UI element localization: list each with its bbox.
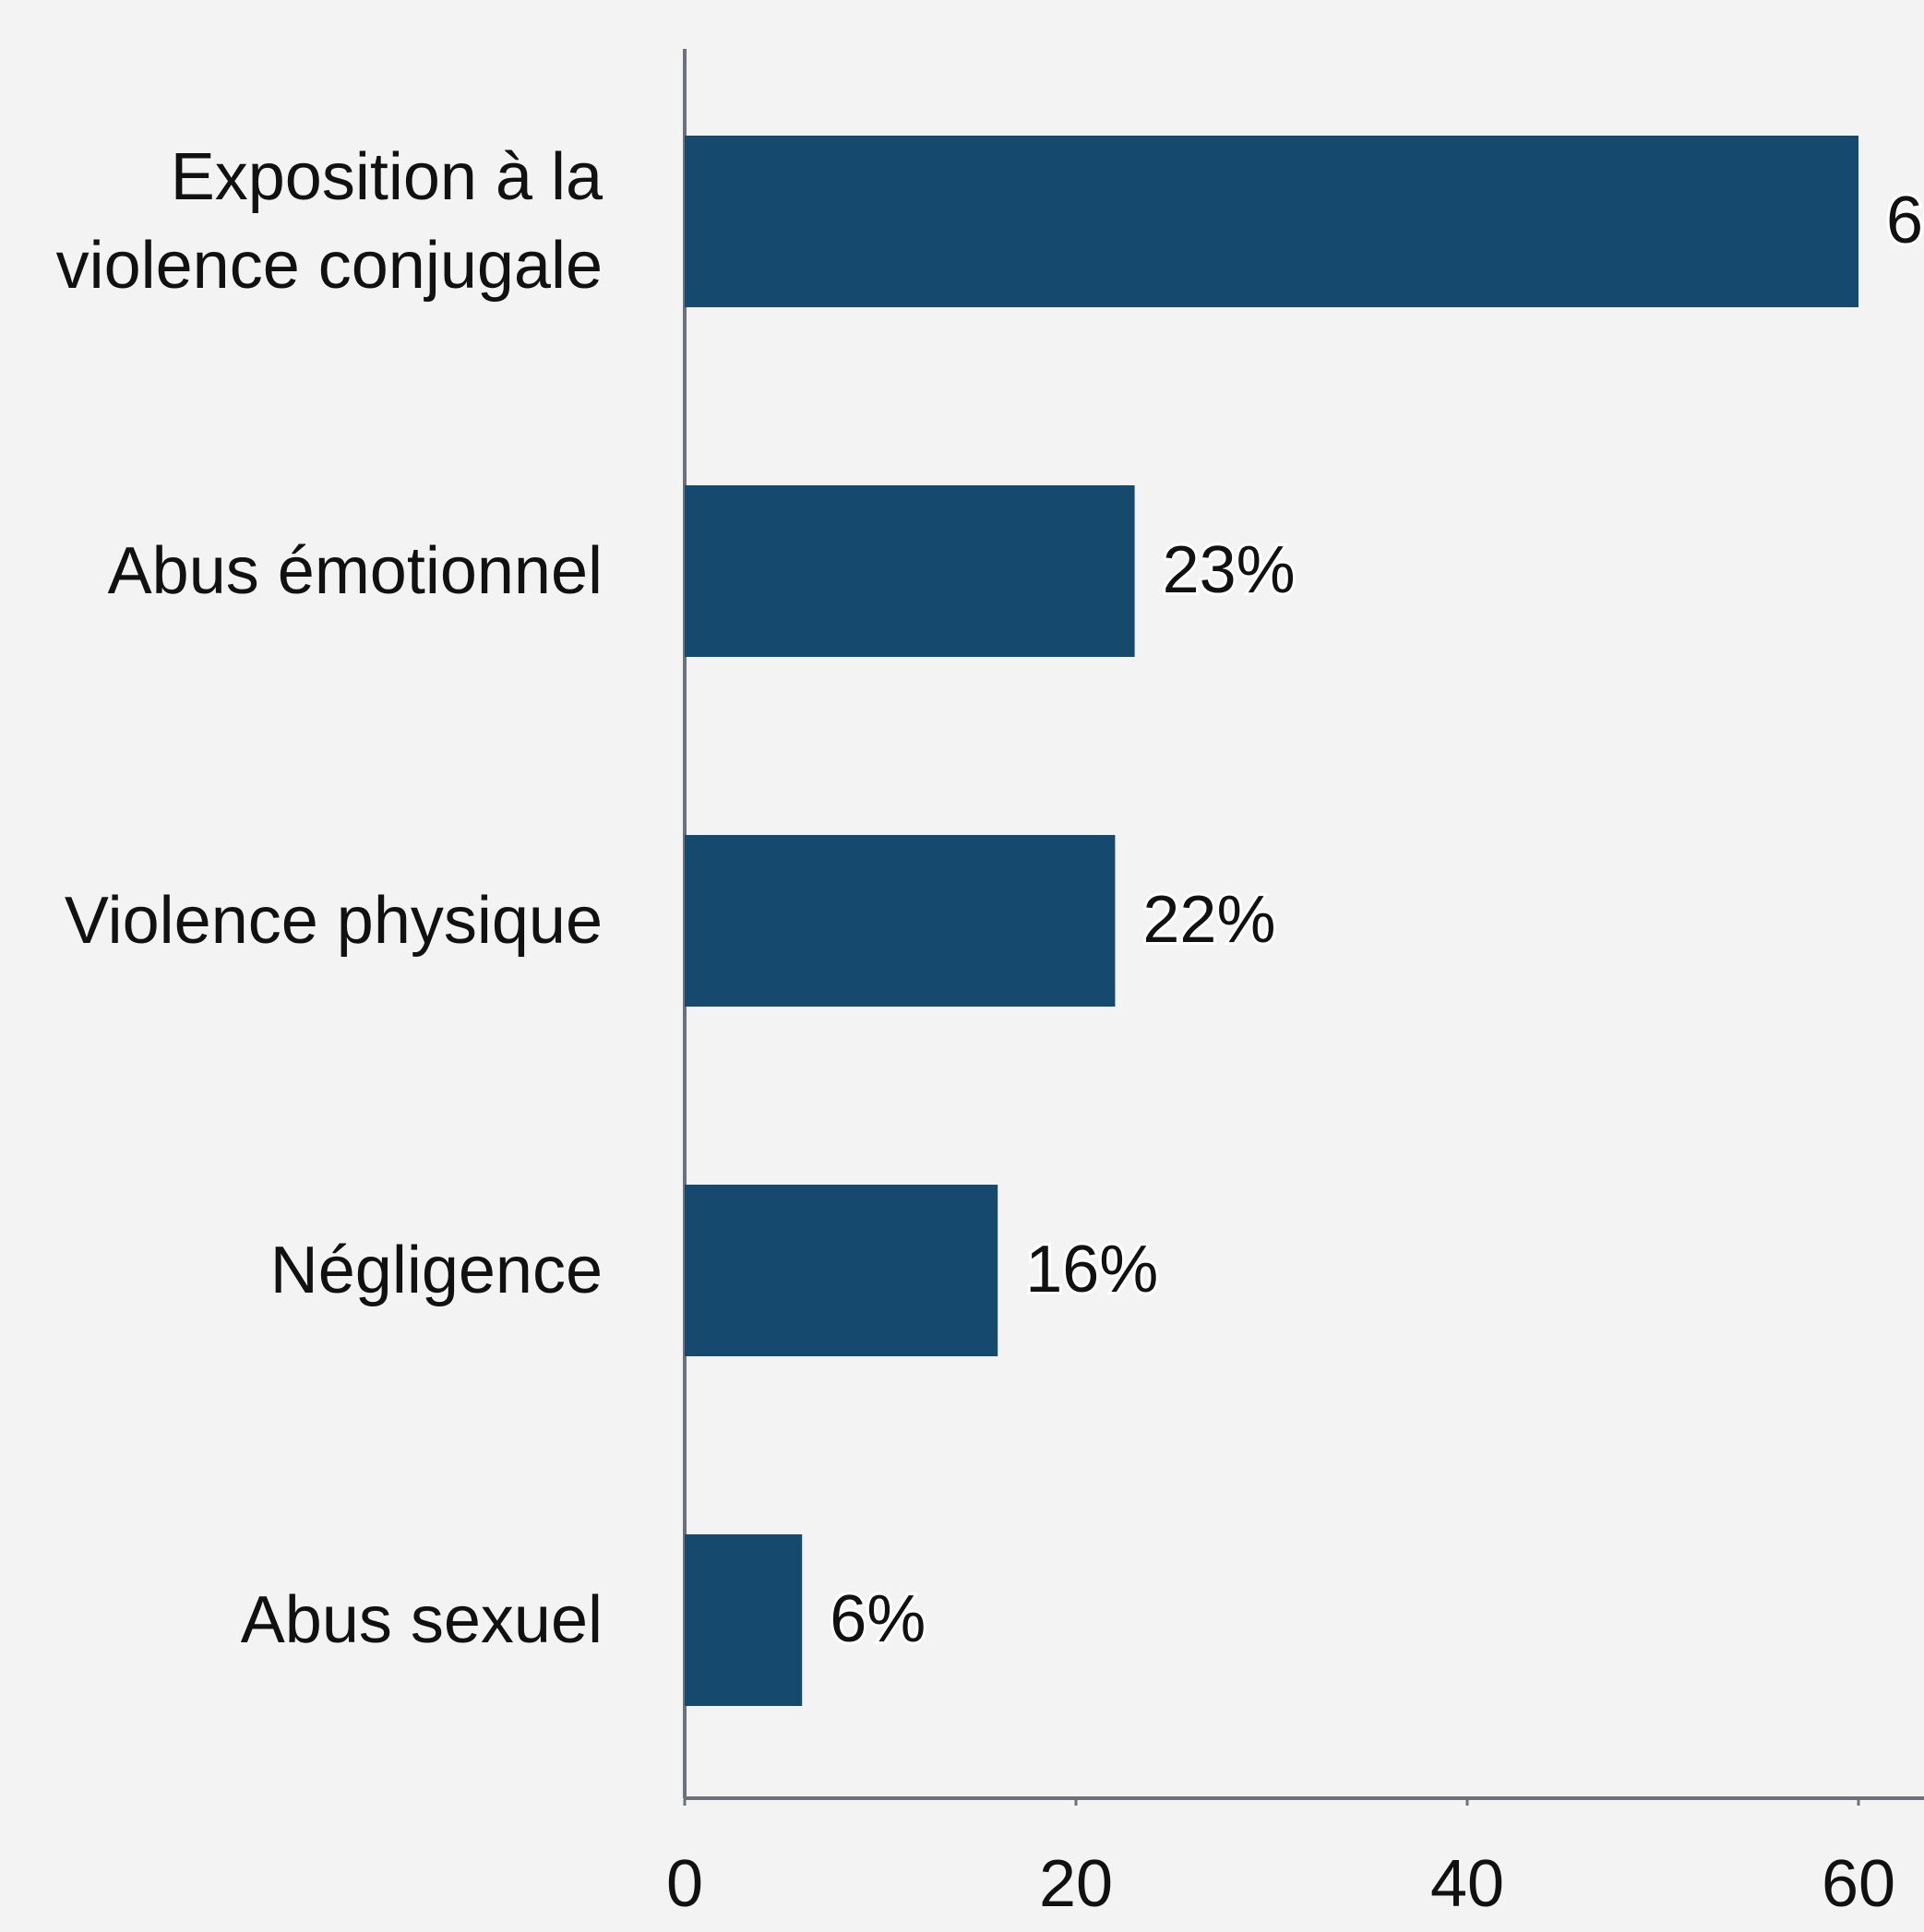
y-tick-label: Violence physique <box>64 884 603 958</box>
bar <box>685 835 1116 1007</box>
value-label: 22% <box>1142 883 1275 957</box>
x-tick-label: 20 <box>1039 1847 1113 1921</box>
bar <box>685 1185 998 1356</box>
y-tick-label: Exposition à la violence conjugale <box>55 140 603 303</box>
value-label: 16% <box>1025 1233 1158 1306</box>
x-tick-label: 0 <box>666 1847 703 1921</box>
x-tick-label: 40 <box>1430 1847 1504 1921</box>
bar <box>685 485 1135 657</box>
value-label: 6% <box>830 1582 926 1656</box>
bar <box>685 136 1858 307</box>
y-tick-label: Abus émotionnel <box>107 534 603 608</box>
x-tick-label: 60 <box>1822 1847 1895 1921</box>
value-label: 60% <box>1886 184 1924 257</box>
bar <box>685 1534 803 1706</box>
y-tick-label: Abus sexuel <box>240 1583 603 1657</box>
y-tick-label: Négligence <box>269 1234 603 1307</box>
value-label: 23% <box>1163 533 1296 607</box>
